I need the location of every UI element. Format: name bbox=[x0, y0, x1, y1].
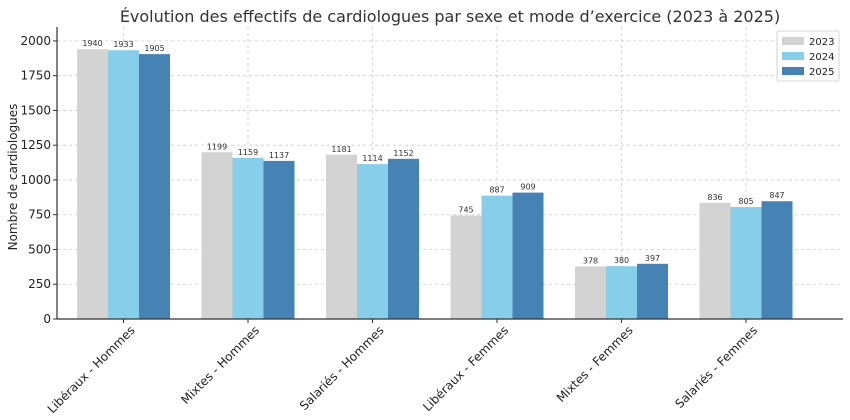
y-axis-label: Nombre de cardiologues bbox=[6, 104, 20, 251]
bar-2023-5 bbox=[699, 202, 731, 319]
data-label: 887 bbox=[489, 186, 504, 195]
y-tick-label: 0 bbox=[43, 312, 51, 326]
legend: 2023 2024 2025 bbox=[776, 30, 840, 82]
legend-swatch-2025 bbox=[782, 67, 804, 75]
bar-2023-4 bbox=[575, 266, 606, 319]
bar-2023-1 bbox=[201, 152, 233, 319]
x-tick-label: Libéraux - Hommes bbox=[45, 323, 138, 416]
bar-2024-0 bbox=[108, 50, 139, 320]
x-tick-label: Mixtes - Femmes bbox=[554, 323, 636, 405]
axes bbox=[53, 27, 843, 323]
bar-2025-2 bbox=[388, 158, 419, 319]
data-label: 745 bbox=[458, 205, 473, 214]
bar-2024-2 bbox=[357, 164, 388, 319]
legend-label: 2023 bbox=[809, 37, 834, 48]
data-label: 805 bbox=[738, 197, 753, 206]
bar-2024-5 bbox=[730, 207, 762, 319]
data-label: 1114 bbox=[362, 154, 382, 163]
y-tick-label: 250 bbox=[28, 277, 51, 291]
chart-title: Évolution des effectifs de cardiologues … bbox=[120, 7, 780, 26]
legend-swatch-2023 bbox=[782, 37, 804, 45]
data-label: 1905 bbox=[144, 44, 164, 53]
bar-2024-3 bbox=[481, 195, 513, 319]
bar-2025-0 bbox=[139, 54, 170, 319]
data-label: 1181 bbox=[331, 145, 351, 154]
data-label: 1159 bbox=[238, 148, 258, 157]
y-tick-label: 2000 bbox=[20, 34, 51, 48]
bar-2025-1 bbox=[263, 160, 295, 319]
bar-2025-4 bbox=[637, 263, 668, 319]
data-label: 1199 bbox=[207, 142, 227, 151]
data-label: 1933 bbox=[113, 40, 133, 49]
bar-2025-5 bbox=[761, 201, 793, 319]
data-label: 397 bbox=[645, 254, 660, 263]
data-label: 1137 bbox=[269, 151, 289, 160]
bar-2023-3 bbox=[450, 215, 482, 319]
legend-swatch-2024 bbox=[782, 52, 804, 60]
y-tick-label: 1000 bbox=[20, 173, 51, 187]
x-tick-label: Mixtes - Hommes bbox=[178, 323, 262, 407]
bar-2025-3 bbox=[512, 192, 544, 319]
data-label: 378 bbox=[583, 256, 598, 265]
bar-2023-0 bbox=[77, 49, 108, 319]
y-ticks: 0 250 500 750 1000 1250 1500 1750 2000 bbox=[20, 34, 51, 326]
legend-label: 2024 bbox=[809, 52, 834, 63]
bar-2024-4 bbox=[606, 266, 637, 319]
data-label: 1940 bbox=[82, 39, 102, 48]
bar-2023-2 bbox=[326, 154, 357, 319]
y-tick-label: 500 bbox=[28, 242, 51, 256]
legend-label: 2025 bbox=[809, 67, 834, 78]
data-label: 380 bbox=[614, 256, 629, 265]
x-tick-label: Salariés - Femmes bbox=[672, 323, 760, 411]
x-ticks: Libéraux - Hommes Mixtes - Hommes Salariés… bbox=[45, 323, 760, 416]
x-tick-label: Salariés - Hommes bbox=[297, 323, 387, 413]
y-tick-label: 750 bbox=[28, 208, 51, 222]
data-label: 1152 bbox=[393, 149, 413, 158]
y-tick-label: 1750 bbox=[20, 69, 51, 83]
bars bbox=[77, 49, 793, 320]
data-label: 847 bbox=[769, 191, 784, 200]
data-labels: 1940 1933 1905 1199 1159 1137 1181 1114 1152 745 8… bbox=[82, 39, 784, 265]
bar-2024-1 bbox=[232, 157, 264, 319]
y-tick-label: 1500 bbox=[20, 103, 51, 117]
data-label: 909 bbox=[520, 183, 535, 192]
data-label: 836 bbox=[707, 193, 722, 202]
y-tick-label: 1250 bbox=[20, 138, 51, 152]
x-tick-label: Libéraux - Femmes bbox=[420, 323, 511, 414]
